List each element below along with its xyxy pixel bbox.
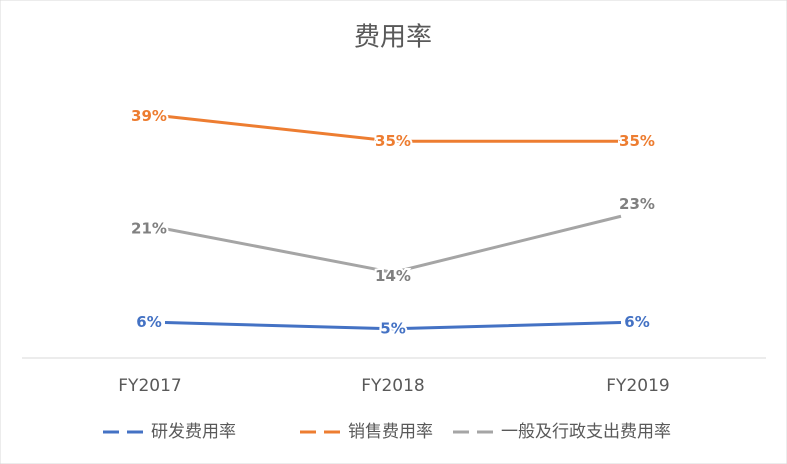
data-label: 6% xyxy=(136,313,161,331)
legend-label: 销售费用率 xyxy=(348,422,433,442)
series-line xyxy=(164,321,622,331)
x-tick-label: FY2019 xyxy=(606,376,669,396)
chart-title: 费用率 xyxy=(354,23,432,53)
data-label: 39% xyxy=(131,107,167,125)
legend-label: 研发费用率 xyxy=(151,422,236,442)
series-line xyxy=(164,214,622,275)
legend-label: 一般及行政支出费用率 xyxy=(501,422,671,442)
data-label: 21% xyxy=(131,219,167,237)
data-label: 6% xyxy=(624,313,649,331)
data-label: 5% xyxy=(380,319,405,337)
x-tick-label: FY2017 xyxy=(118,376,181,396)
data-label: 35% xyxy=(619,132,655,150)
series-line xyxy=(164,114,621,143)
data-label: 14% xyxy=(375,267,411,285)
x-tick-label: FY2018 xyxy=(361,376,424,396)
data-label: 35% xyxy=(375,132,411,150)
data-label: 23% xyxy=(619,195,655,213)
